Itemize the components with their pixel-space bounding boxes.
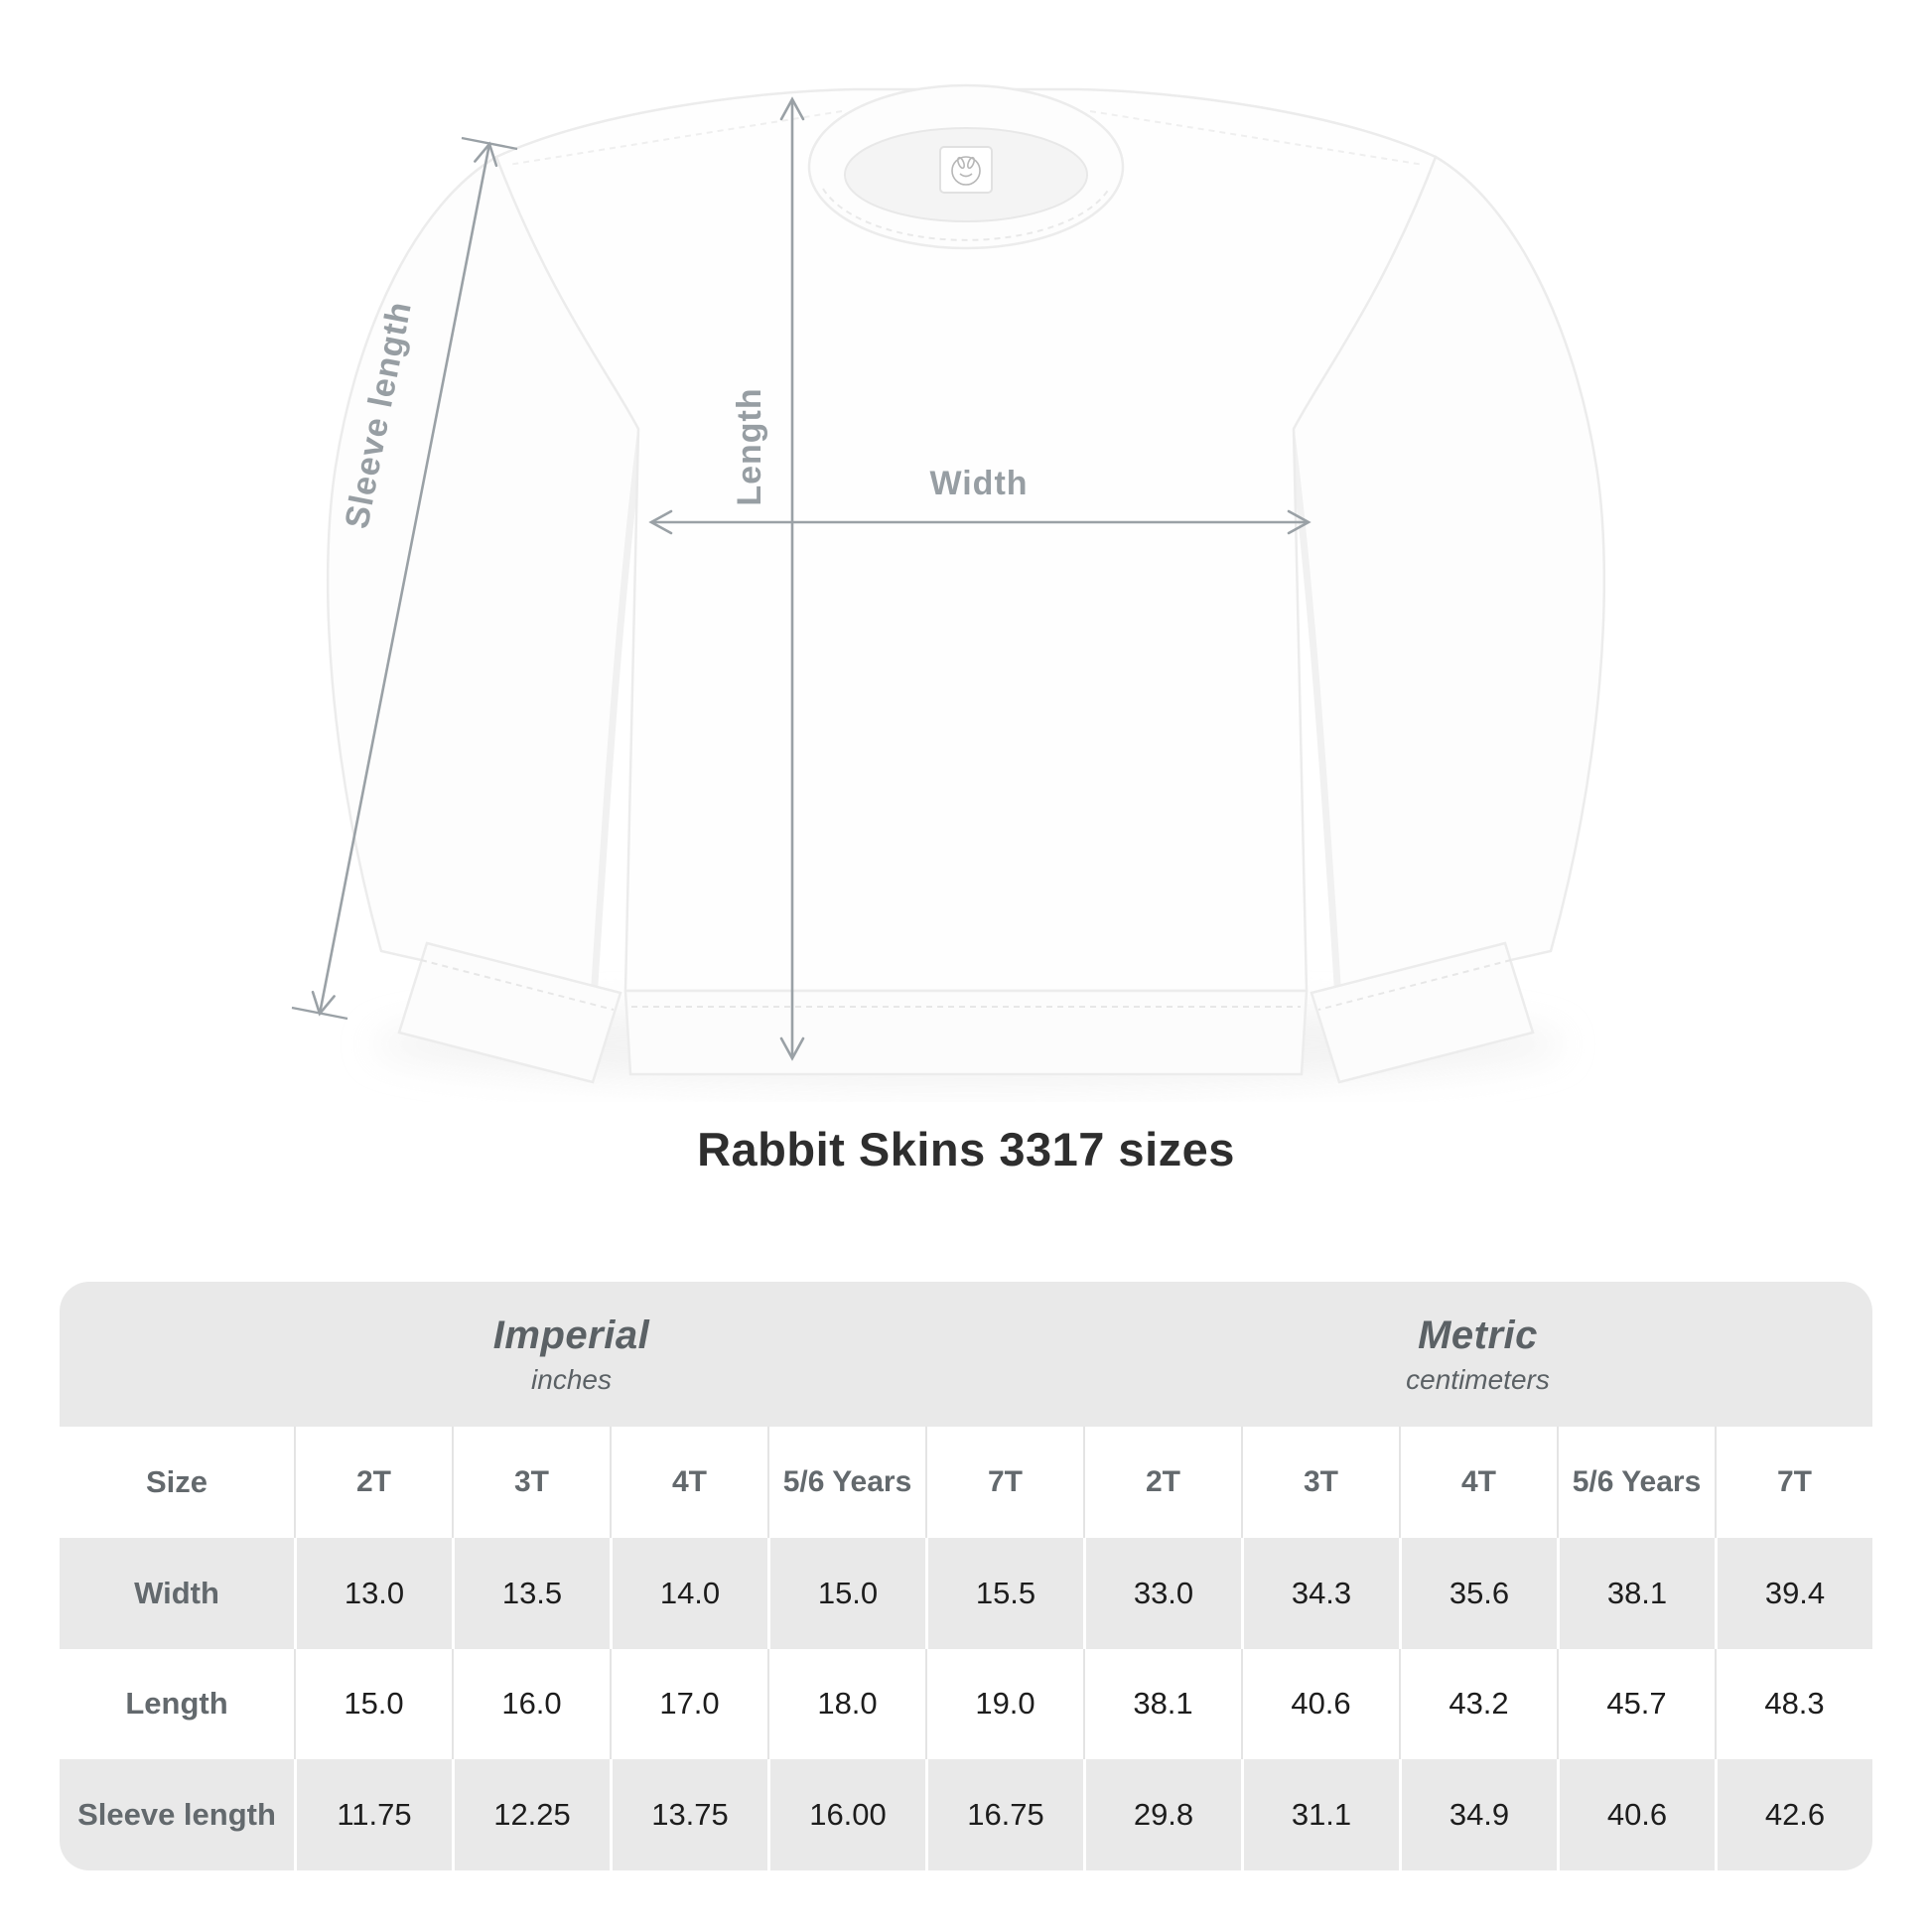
- table-cell: 13.75: [610, 1759, 767, 1870]
- imperial-title: Imperial: [492, 1312, 650, 1357]
- table-cell: 33.0: [1083, 1537, 1241, 1649]
- table-cell: 16.00: [767, 1759, 925, 1870]
- size-header: 7T: [925, 1427, 1083, 1538]
- page-title: Rabbit Skins 3317 sizes: [697, 1123, 1235, 1175]
- length-label: Length: [731, 387, 768, 505]
- size-header: 5/6 Years: [767, 1427, 925, 1538]
- table-cell: 34.9: [1399, 1759, 1557, 1870]
- table-cell: 15.0: [294, 1648, 452, 1760]
- size-corner-header: Size: [145, 1463, 208, 1499]
- table-cell: 16.75: [925, 1759, 1083, 1870]
- table-cell: 29.8: [1083, 1759, 1241, 1870]
- table-cell: 39.4: [1715, 1537, 1872, 1649]
- table-cell: 48.3: [1715, 1648, 1872, 1760]
- size-header: 4T: [610, 1427, 767, 1538]
- brand-tag: [939, 146, 993, 194]
- width-arrow: Width: [648, 465, 1311, 535]
- table-cell: 40.6: [1241, 1648, 1399, 1760]
- length-arrow: Length: [731, 96, 805, 1061]
- sweatshirt-body: [494, 87, 1438, 993]
- size-header: 2T: [294, 1427, 452, 1538]
- size-header: 3T: [1241, 1427, 1399, 1538]
- size-header: 2T: [1083, 1427, 1241, 1538]
- right-shoulder-seam: [1089, 110, 1425, 166]
- imperial-header: Imperial inches: [60, 1282, 1083, 1427]
- table-cell: 15.5: [925, 1537, 1083, 1649]
- imperial-unit: inches: [531, 1363, 612, 1395]
- table-cell: 40.6: [1557, 1759, 1715, 1870]
- metric-header: Metric centimeters: [1083, 1282, 1872, 1427]
- table-cell: 43.2: [1399, 1648, 1557, 1760]
- table-cell: 18.0: [767, 1648, 925, 1760]
- metric-title: Metric: [1418, 1312, 1538, 1357]
- size-table-body: Size 2T 3T 4T 5/6 Years 7T 2T 3T 4T 5/6 …: [60, 1427, 1872, 1870]
- size-table: Imperial inches Metric centimeters Size …: [60, 1282, 1872, 1870]
- size-header: 7T: [1715, 1427, 1872, 1538]
- table-cell: 11.75: [294, 1759, 452, 1870]
- size-header: 5/6 Years: [1557, 1427, 1715, 1538]
- table-cell: 17.0: [610, 1648, 767, 1760]
- width-row: Width 13.0 13.5 14.0 15.0 15.5 33.0 34.3…: [60, 1537, 1872, 1649]
- table-cell: 13.5: [452, 1537, 610, 1649]
- table-cell: 42.6: [1715, 1759, 1872, 1870]
- left-sleeve-seam: [590, 426, 645, 1000]
- size-header: 4T: [1399, 1427, 1557, 1538]
- width-label: Width: [929, 465, 1028, 502]
- collar-stitch: [822, 188, 1110, 241]
- hem-band: [623, 989, 1309, 1076]
- table-cell: 38.1: [1083, 1648, 1241, 1760]
- table-cell: 38.1: [1557, 1537, 1715, 1649]
- rabbit-logo-icon: [951, 156, 981, 186]
- size-header-row: Size 2T 3T 4T 5/6 Years 7T 2T 3T 4T 5/6 …: [60, 1427, 1872, 1538]
- table-cell: 45.7: [1557, 1648, 1715, 1760]
- table-cell: 19.0: [925, 1648, 1083, 1760]
- right-sleeve-seam: [1287, 426, 1342, 1000]
- sleeve-length-row: Sleeve length 11.75 12.25 13.75 16.00 16…: [60, 1759, 1872, 1870]
- unit-header-band: Imperial inches Metric centimeters: [60, 1282, 1872, 1427]
- row-label: Width: [134, 1575, 219, 1610]
- table-cell: 13.0: [294, 1537, 452, 1649]
- table-cell: 31.1: [1241, 1759, 1399, 1870]
- table-cell: 15.0: [767, 1537, 925, 1649]
- metric-unit: centimeters: [1406, 1363, 1550, 1395]
- size-header: 3T: [452, 1427, 610, 1538]
- row-label: Length: [125, 1686, 228, 1722]
- table-cell: 34.3: [1241, 1537, 1399, 1649]
- right-cuff: [1310, 941, 1535, 1084]
- table-cell: 14.0: [610, 1537, 767, 1649]
- table-cell: 12.25: [452, 1759, 610, 1870]
- row-label: Sleeve length: [77, 1797, 276, 1833]
- right-cuff-stitch: [1317, 959, 1512, 1011]
- sweatshirt-illustration: Length Width Sleeve length: [291, 83, 1606, 1086]
- table-cell: 16.0: [452, 1648, 610, 1760]
- length-row: Length 15.0 16.0 17.0 18.0 19.0 38.1 40.…: [60, 1648, 1872, 1760]
- table-cell: 35.6: [1399, 1537, 1557, 1649]
